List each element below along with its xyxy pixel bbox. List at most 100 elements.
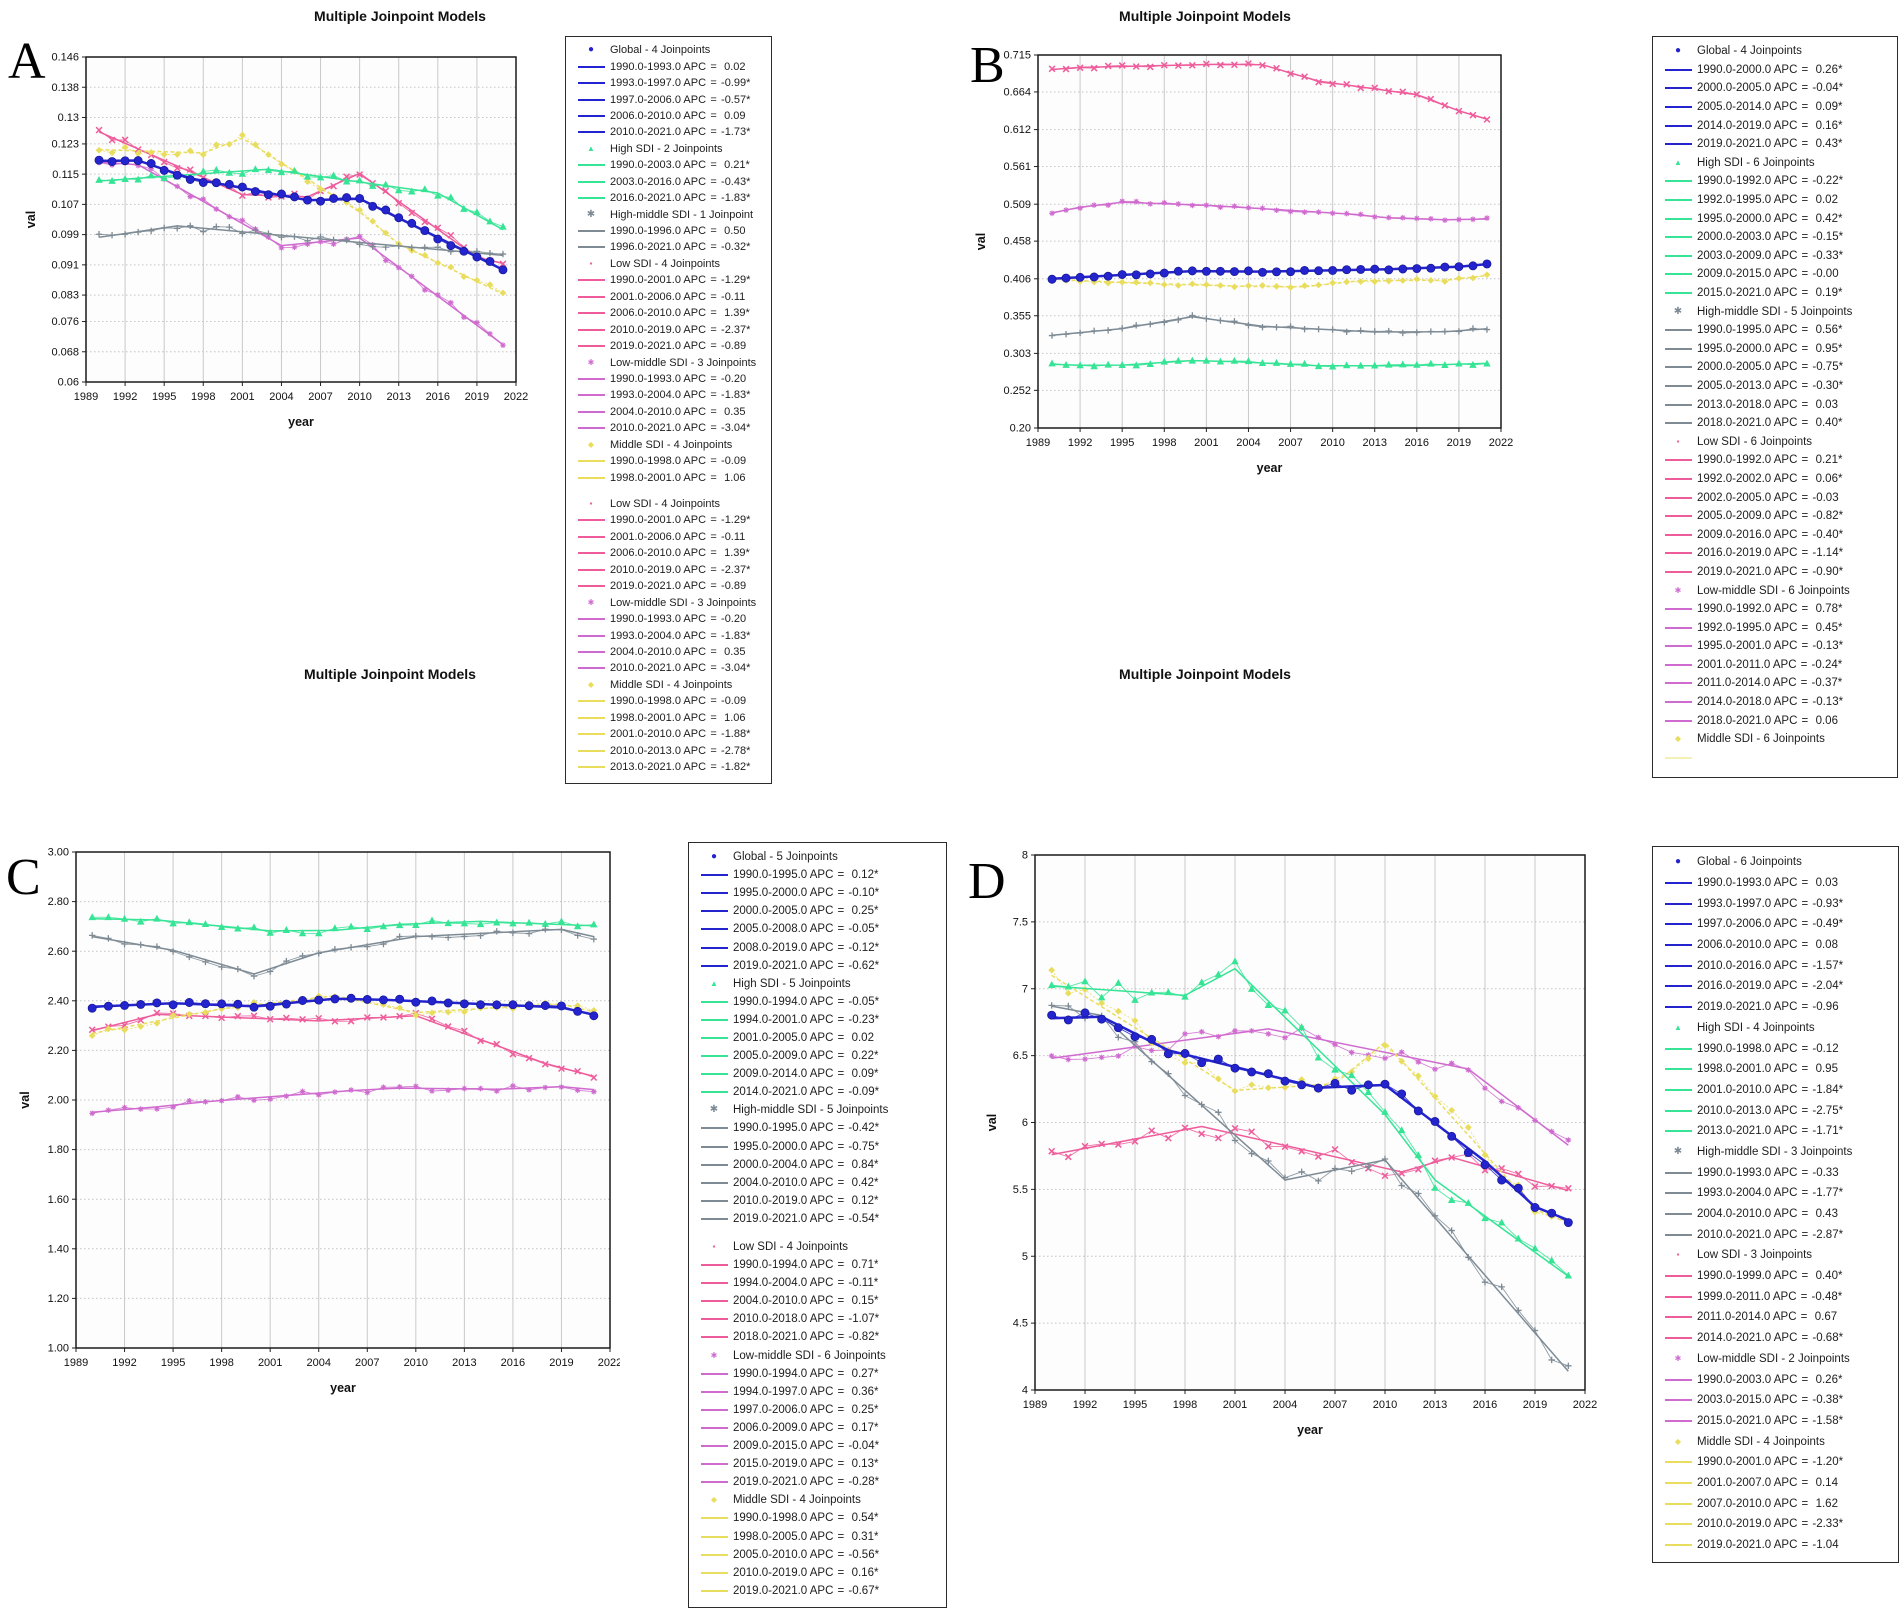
- legend-line-swatch: [1664, 124, 1692, 127]
- legend-apc-value: -2.37*: [721, 323, 751, 336]
- y-axis-label: val: [974, 233, 988, 250]
- legend-segment-range: 2014.0-2018.0 APC: [1697, 696, 1798, 709]
- legend-segment-range: 1995.0-2000.0 APC: [733, 1140, 834, 1153]
- legend-line-swatch: [577, 345, 605, 348]
- legend-equals: =: [1801, 1063, 1809, 1076]
- legend-header-high: ▲ High SDI - 2 Joinpoints: [572, 141, 767, 157]
- legend-segment-range: 2011.0-2014.0 APC: [1697, 677, 1797, 690]
- legend-row: 2005.0-2009.0 APC = -0.82*: [1659, 507, 1893, 526]
- legend-equals: =: [1801, 1518, 1809, 1531]
- legend-apc-value: -2.04*: [1812, 980, 1844, 993]
- legend-apc-value: -1.58*: [1812, 1414, 1844, 1427]
- legend-segment-range: 1990.0-1996.0 APC: [610, 225, 707, 238]
- legend-series-label: High-middle SDI - 5 Joinpoints: [733, 1104, 889, 1117]
- legend-segment-range: 1998.0-2001.0 APC: [1697, 1063, 1798, 1076]
- legend-line-swatch: [700, 874, 728, 877]
- legend-series-label: Low SDI - 6 Joinpoints: [1697, 435, 1813, 448]
- legend-apc-value: 1.39*: [721, 547, 750, 560]
- legend-segment-range: 2005.0-2013.0 APC: [1697, 379, 1798, 392]
- legend-line-swatch: [1664, 626, 1692, 629]
- legend-line-swatch: [1664, 1399, 1692, 1402]
- legend-line-swatch: [577, 667, 605, 670]
- legend-equals: =: [710, 225, 717, 238]
- legend-apc-value: -0.12*: [848, 941, 880, 954]
- legend-equals: =: [837, 1584, 845, 1597]
- legend-segment-range: 2011.0-2014.0 APC: [1697, 1311, 1797, 1324]
- legend-line-swatch: [1664, 1068, 1692, 1071]
- y-tick-label: 4: [1022, 1385, 1028, 1397]
- legend-apc-value: -1.84*: [1812, 1083, 1844, 1096]
- legend-equals: =: [1801, 565, 1809, 578]
- legend-row: 1993.0-2004.0 APC = -1.77*: [1659, 1183, 1894, 1204]
- legend-apc-value: -1.82*: [721, 761, 751, 774]
- legend-equals: =: [710, 323, 717, 336]
- x-axis-label: year: [288, 415, 314, 429]
- legend-apc-value: -0.04*: [848, 1440, 880, 1453]
- legend-header-low: ▪ Low SDI - 4 Joinpoints: [572, 496, 767, 512]
- legend-equals: =: [1801, 101, 1809, 114]
- legend-apc-value: 0.06: [1812, 714, 1838, 727]
- legend-segment-range: 1990.0-2001.0 APC: [1697, 1456, 1798, 1469]
- x-tick-label: 1995: [152, 391, 176, 403]
- legend-segment-range: 1990.0-1992.0 APC: [1697, 603, 1798, 616]
- legend-equals: =: [710, 175, 717, 188]
- legend-apc-value: -1.88*: [721, 728, 751, 741]
- legend-segment-range: 1997.0-2006.0 APC: [733, 1403, 834, 1416]
- y-tick-label: 0.20: [1010, 423, 1031, 435]
- legend-row: 2014.0-2021.0 APC = -0.09*: [695, 1083, 942, 1101]
- high-marker-icon: ▲: [710, 978, 718, 988]
- legend-row: 2019.0-2021.0 APC = -0.54*: [695, 1210, 942, 1228]
- legend-row: 2016.0-2019.0 APC = -1.14*: [1659, 544, 1893, 563]
- legend-segment-range: 2019.0-2021.0 APC: [1697, 1539, 1798, 1552]
- legend-segment-range: 2014.0-2021.0 APC: [1697, 1332, 1798, 1345]
- legend-apc-value: 0.84*: [848, 1158, 879, 1171]
- legend-series-label: Low SDI - 4 Joinpoints: [610, 257, 721, 270]
- legend-equals: =: [837, 1086, 845, 1099]
- y-tick-label: 2.80: [48, 896, 69, 908]
- x-tick-label: 2007: [1323, 1399, 1347, 1411]
- legend-equals: =: [710, 695, 717, 708]
- legend-row: 1993.0-2004.0 APC = -1.83*: [572, 627, 767, 643]
- middle-marker-icon: ◆: [1674, 734, 1682, 744]
- legend-line-swatch: [577, 114, 605, 117]
- legend-apc-value: 0.02: [721, 60, 746, 73]
- legend-line-swatch: [1664, 459, 1692, 462]
- legend-row: 1990.0-1994.0 APC = 0.71*: [695, 1256, 942, 1274]
- legend-segment-range: 1990.0-1995.0 APC: [733, 1122, 834, 1135]
- legend-row: 2001.0-2006.0 APC = -0.11: [572, 289, 767, 305]
- legend-row: 1995.0-2000.0 APC = 0.95*: [1659, 340, 1893, 359]
- legend-segment-range: 1995.0-2000.0 APC: [1697, 212, 1798, 225]
- legend-row: 1990.0-2001.0 APC = -1.29*: [572, 272, 767, 288]
- legend-line-swatch: [1664, 1378, 1692, 1381]
- legend-equals: =: [1801, 621, 1809, 634]
- series-low: [88, 1009, 598, 1082]
- legend-apc-value: -0.37*: [1811, 677, 1843, 690]
- legend-header-low-middle: ✱ Low-middle SDI - 3 Joinpoints: [572, 594, 767, 610]
- legend-series-label: Low SDI - 3 Joinpoints: [1697, 1249, 1813, 1262]
- x-tick-label: 2022: [598, 1357, 620, 1369]
- legend-segment-range: 1990.0-1994.0 APC: [733, 1367, 834, 1380]
- y-tick-label: 2.40: [48, 995, 69, 1007]
- legend-line-swatch: [1664, 254, 1692, 257]
- legend-line-swatch: [1664, 552, 1692, 555]
- legend-apc-value: -0.32*: [721, 241, 751, 254]
- legend-equals: =: [837, 1440, 845, 1453]
- legend-apc-value: 0.21*: [721, 159, 750, 172]
- legend-equals: =: [837, 1313, 845, 1326]
- legend-row: 2001.0-2006.0 APC = -0.11: [572, 529, 767, 545]
- legend-equals: =: [1801, 1394, 1809, 1407]
- legend-segment-range: 2010.0-2016.0 APC: [1697, 959, 1798, 972]
- legend-row: 1990.0-1994.0 APC = 0.27*: [695, 1365, 942, 1383]
- x-tick-label: 2022: [1573, 1399, 1597, 1411]
- legend-apc-value: 0.42*: [1812, 212, 1843, 225]
- x-tick-label: 2004: [1236, 437, 1260, 449]
- x-tick-label: 1992: [1068, 437, 1092, 449]
- legend-apc-value: -2.78*: [721, 744, 751, 757]
- legend-series-label: Low-middle SDI - 6 Joinpoints: [733, 1349, 886, 1362]
- legend-apc-value: -0.12: [1812, 1042, 1839, 1055]
- legend-line-swatch: [1664, 1109, 1692, 1112]
- legend-equals: =: [710, 547, 717, 560]
- legend-apc-value: -0.33: [1812, 1166, 1839, 1179]
- legend-equals: =: [1801, 1497, 1809, 1510]
- legend-equals: =: [837, 1421, 845, 1434]
